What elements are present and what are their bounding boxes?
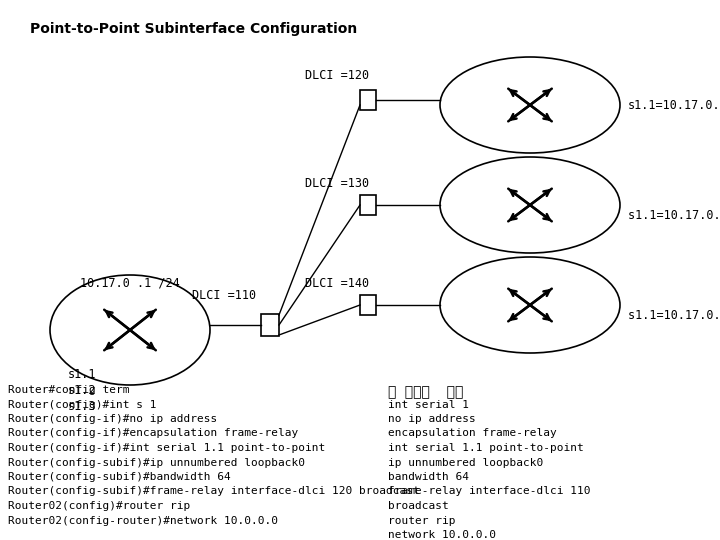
Text: s1.2: s1.2 (68, 384, 96, 397)
Text: router rip: router rip (388, 516, 456, 525)
Text: encapsulation frame-relay: encapsulation frame-relay (388, 429, 557, 438)
Bar (261, 314, 279, 336)
Bar (360, 195, 376, 215)
Text: s1.1=10.17.0.3 /24: s1.1=10.17.0.3 /24 (628, 208, 720, 221)
Text: Point-to-Point Subinterface Configuration: Point-to-Point Subinterface Configuratio… (30, 22, 357, 36)
Text: s1.1=10.17.0.4 /24: s1.1=10.17.0.4 /24 (628, 308, 720, 321)
Text: Router(config-if)#no ip address: Router(config-if)#no ip address (8, 414, 217, 424)
Text: bandwidth 64: bandwidth 64 (388, 472, 469, 482)
Text: Router(config-subif)#frame-relay interface-dlci 120 broadcast: Router(config-subif)#frame-relay interfa… (8, 487, 420, 496)
Text: DLCI =130: DLCI =130 (305, 177, 369, 190)
Text: s1.1=10.17.0.2/24: s1.1=10.17.0.2/24 (628, 98, 720, 111)
Text: 각 라우터  설정: 각 라우터 설정 (388, 385, 464, 399)
Text: 10.17.0 .1 /24: 10.17.0 .1 /24 (80, 277, 180, 290)
Text: Router(config-subif)#ip unnumbered loopback0: Router(config-subif)#ip unnumbered loopb… (8, 457, 305, 468)
Bar (360, 295, 376, 315)
Text: s1.1: s1.1 (68, 368, 96, 381)
Text: network 10.0.0.0: network 10.0.0.0 (388, 530, 496, 540)
Text: Router(config-subif)#bandwidth 64: Router(config-subif)#bandwidth 64 (8, 472, 230, 482)
Text: int serial 1.1 point-to-point: int serial 1.1 point-to-point (388, 443, 584, 453)
Text: s1.3: s1.3 (68, 400, 96, 413)
Text: Router#config term: Router#config term (8, 385, 130, 395)
Text: DLCI =110: DLCI =110 (192, 289, 256, 302)
Text: Router02(config)#router rip: Router02(config)#router rip (8, 501, 190, 511)
Text: Router(config)#int s 1: Router(config)#int s 1 (8, 400, 156, 409)
Text: ip unnumbered loopback0: ip unnumbered loopback0 (388, 457, 544, 468)
Text: Router(config-if)#int serial 1.1 point-to-point: Router(config-if)#int serial 1.1 point-t… (8, 443, 325, 453)
Text: no ip address: no ip address (388, 414, 476, 424)
Text: Router02(config-router)#network 10.0.0.0: Router02(config-router)#network 10.0.0.0 (8, 516, 278, 525)
Text: frame-relay interface-dlci 110: frame-relay interface-dlci 110 (388, 487, 590, 496)
Text: broadcast: broadcast (388, 501, 449, 511)
Text: int serial 1: int serial 1 (388, 400, 469, 409)
Text: DLCI =120: DLCI =120 (305, 69, 369, 82)
Text: DLCI =140: DLCI =140 (305, 277, 369, 290)
Bar (360, 90, 376, 110)
Text: Router(config-if)#encapsulation frame-relay: Router(config-if)#encapsulation frame-re… (8, 429, 298, 438)
